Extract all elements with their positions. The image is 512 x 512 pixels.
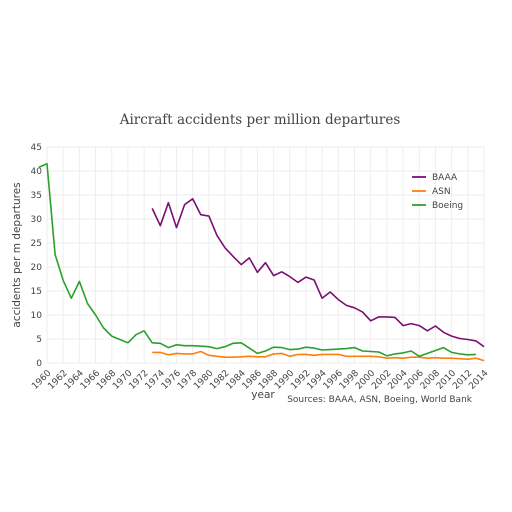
y-tick-label: 0 <box>36 359 42 369</box>
y-tick-label: 5 <box>36 335 42 345</box>
legend[interactable]: BAAA ASN Boeing <box>412 173 463 211</box>
series-line-baaa <box>151 198 485 348</box>
legend-item-baaa[interactable]: BAAA <box>412 173 458 183</box>
y-tick-label: 20 <box>31 263 43 273</box>
x-tick-label: 2014 <box>467 368 490 391</box>
series-line-boeing <box>38 163 476 358</box>
y-tick-label: 15 <box>31 287 42 297</box>
y-tick-label: 30 <box>31 215 43 225</box>
source-note: Sources: BAAA, ASN, Boeing, World Bank <box>287 395 473 405</box>
legend-item-asn[interactable]: ASN <box>412 187 451 197</box>
y-tick-label: 45 <box>31 143 42 153</box>
legend-item-boeing[interactable]: Boeing <box>412 201 463 211</box>
legend-label: Boeing <box>432 201 463 211</box>
series-lines <box>38 163 485 362</box>
chart-title: Aircraft accidents per million departure… <box>119 112 401 128</box>
y-axis-title: accidents per m departures <box>11 182 23 327</box>
series-line-asn <box>152 350 485 362</box>
x-axis-title: year <box>251 389 275 401</box>
legend-label: BAAA <box>432 173 458 183</box>
legend-label: ASN <box>432 187 451 197</box>
grid <box>46 146 485 364</box>
y-tick-label: 35 <box>31 191 42 201</box>
y-tick-label: 25 <box>31 239 42 249</box>
y-axis-ticks: 0 5 10 15 20 25 30 35 40 45 <box>31 143 43 369</box>
y-tick-label: 10 <box>31 311 43 321</box>
y-tick-label: 40 <box>31 167 43 177</box>
